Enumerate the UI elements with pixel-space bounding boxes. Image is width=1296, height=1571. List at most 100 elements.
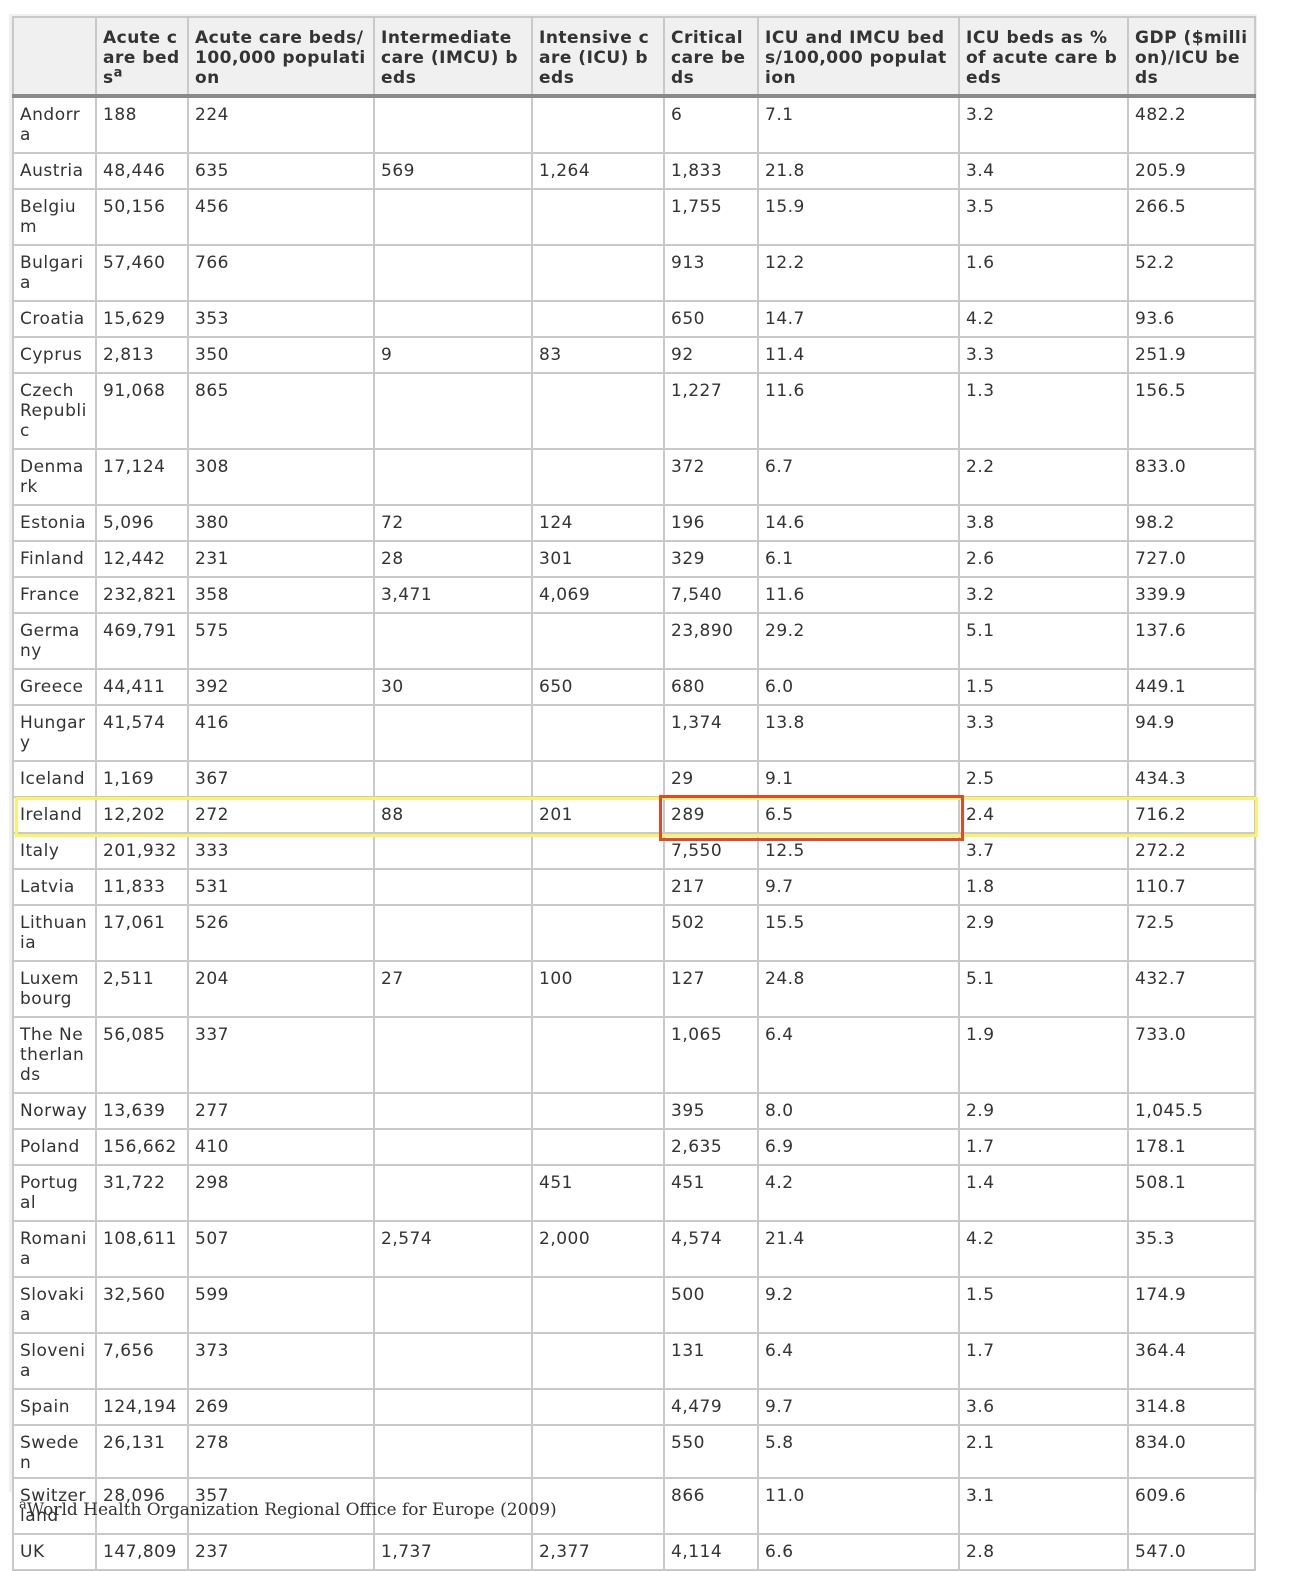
cell-country: Norway xyxy=(12,1092,97,1130)
cell-country: Estonia xyxy=(12,504,97,542)
cell-icu-percent-acute: 3.6 xyxy=(958,1388,1129,1426)
header-gdp-per-icu: GDP ($million)/ICU beds xyxy=(1127,16,1256,98)
table-row: Iceland 1,169 367 29 9.1 2.5 434.3 xyxy=(12,760,1256,798)
header-acute-care-per-100k: Acute care beds/100,000 population xyxy=(187,16,375,98)
cell-icu-imcu-per-100k: 9.7 xyxy=(757,1388,960,1426)
table-row: Czech Republic 91,068 865 1,227 11.6 1.3 156.5 xyxy=(12,372,1256,450)
cell-icu-imcu-per-100k: 6.0 xyxy=(757,668,960,706)
cell-imcu-beds xyxy=(373,1388,533,1426)
header-icu-percent-acute: ICU beds as % of acute care beds xyxy=(958,16,1129,98)
cell-icu-percent-acute: 1.7 xyxy=(958,1332,1129,1390)
cell-icu-percent-acute: 2.4 xyxy=(958,796,1129,834)
cell-icu-percent-acute: 5.1 xyxy=(958,612,1129,670)
cell-icu-beds xyxy=(531,1276,665,1334)
footnote: aWorld Health Organization Regional Offi… xyxy=(19,1498,557,1520)
cell-acute-per-100k: 373 xyxy=(187,1332,375,1390)
table-row: Greece 44,411 392 30 650 680 6.0 1.5 449.1 xyxy=(12,668,1256,706)
cell-acute-per-100k: 766 xyxy=(187,244,375,302)
cell-gdp-per-icu: 272.2 xyxy=(1127,832,1256,870)
cell-country: Poland xyxy=(12,1128,97,1166)
cell-imcu-beds xyxy=(373,704,533,762)
cell-acute-per-100k: 337 xyxy=(187,1016,375,1094)
cell-icu-percent-acute: 1.7 xyxy=(958,1128,1129,1166)
cell-acute-care-beds: 147,809 xyxy=(95,1533,189,1571)
cell-critical-care-beds: 913 xyxy=(663,244,759,302)
cell-country: Italy xyxy=(12,832,97,870)
cell-icu-percent-acute: 3.3 xyxy=(958,336,1129,374)
cell-country: Germany xyxy=(12,612,97,670)
cell-icu-beds: 2,000 xyxy=(531,1220,665,1278)
cell-icu-imcu-per-100k: 6.9 xyxy=(757,1128,960,1166)
cell-acute-per-100k: 333 xyxy=(187,832,375,870)
cell-imcu-beds: 72 xyxy=(373,504,533,542)
cell-gdp-per-icu: 1,045.5 xyxy=(1127,1092,1256,1130)
cell-acute-per-100k: 575 xyxy=(187,612,375,670)
cell-critical-care-beds: 23,890 xyxy=(663,612,759,670)
cell-critical-care-beds: 4,114 xyxy=(663,1533,759,1571)
cell-acute-care-beds: 156,662 xyxy=(95,1128,189,1166)
cell-country: Belgium xyxy=(12,188,97,246)
cell-acute-per-100k: 865 xyxy=(187,372,375,450)
cell-acute-care-beds: 12,442 xyxy=(95,540,189,578)
cell-critical-care-beds: 4,574 xyxy=(663,1220,759,1278)
cell-country: Switzerland xyxy=(12,1477,97,1535)
cell-gdp-per-icu: 174.9 xyxy=(1127,1276,1256,1334)
cell-gdp-per-icu: 35.3 xyxy=(1127,1220,1256,1278)
cell-icu-beds xyxy=(531,300,665,338)
cell-icu-percent-acute: 3.3 xyxy=(958,704,1129,762)
cell-icu-percent-acute: 3.1 xyxy=(958,1477,1129,1535)
cell-gdp-per-icu: 727.0 xyxy=(1127,540,1256,578)
cell-acute-care-beds: 91,068 xyxy=(95,372,189,450)
header-critical-care-beds: Critical care beds xyxy=(663,16,759,98)
cell-icu-imcu-per-100k: 21.8 xyxy=(757,152,960,190)
cell-icu-imcu-per-100k: 5.8 xyxy=(757,1424,960,1479)
cell-icu-imcu-per-100k: 13.8 xyxy=(757,704,960,762)
cell-gdp-per-icu: 93.6 xyxy=(1127,300,1256,338)
cell-icu-imcu-per-100k: 6.6 xyxy=(757,1533,960,1571)
cell-country: Bulgaria xyxy=(12,244,97,302)
cell-icu-percent-acute: 3.4 xyxy=(958,152,1129,190)
cell-icu-imcu-per-100k: 29.2 xyxy=(757,612,960,670)
cell-acute-care-beds: 15,629 xyxy=(95,300,189,338)
cell-critical-care-beds: 1,227 xyxy=(663,372,759,450)
header-acute-care-beds: Acute care bedsa xyxy=(95,16,189,98)
cell-acute-care-beds: 17,124 xyxy=(95,448,189,506)
table-row: Slovakia 32,560 599 500 9.2 1.5 174.9 xyxy=(12,1276,1256,1334)
cell-icu-beds xyxy=(531,1016,665,1094)
cell-imcu-beds: 30 xyxy=(373,668,533,706)
cell-imcu-beds xyxy=(373,1477,533,1535)
cell-acute-per-100k: 635 xyxy=(187,152,375,190)
cell-icu-beds xyxy=(531,1332,665,1390)
cell-country: The Netherlands xyxy=(12,1016,97,1094)
cell-icu-imcu-per-100k: 11.6 xyxy=(757,576,960,614)
table-row: Ireland 12,202 272 88 201 289 6.5 2.4 716.2 xyxy=(12,796,1256,834)
cell-icu-imcu-per-100k: 7.1 xyxy=(757,95,960,154)
cell-acute-per-100k: 353 xyxy=(187,300,375,338)
cell-icu-imcu-per-100k: 4.2 xyxy=(757,1164,960,1222)
cell-icu-beds: 4,069 xyxy=(531,576,665,614)
cell-acute-per-100k: 269 xyxy=(187,1388,375,1426)
cell-icu-percent-acute: 2.1 xyxy=(958,1424,1129,1479)
cell-critical-care-beds: 2,635 xyxy=(663,1128,759,1166)
cell-icu-percent-acute: 2.8 xyxy=(958,1533,1129,1571)
cell-critical-care-beds: 329 xyxy=(663,540,759,578)
cell-imcu-beds xyxy=(373,1164,533,1222)
cell-gdp-per-icu: 434.3 xyxy=(1127,760,1256,798)
cell-gdp-per-icu: 314.8 xyxy=(1127,1388,1256,1426)
cell-acute-per-100k: 350 xyxy=(187,336,375,374)
cell-icu-imcu-per-100k: 6.4 xyxy=(757,1016,960,1094)
cell-icu-percent-acute: 3.7 xyxy=(958,832,1129,870)
cell-critical-care-beds: 1,374 xyxy=(663,704,759,762)
cell-acute-care-beds: 50,156 xyxy=(95,188,189,246)
cell-country: UK xyxy=(12,1533,97,1571)
table-row: Bulgaria 57,460 766 913 12.2 1.6 52.2 xyxy=(12,244,1256,302)
cell-icu-percent-acute: 1.5 xyxy=(958,668,1129,706)
cell-country: Slovakia xyxy=(12,1276,97,1334)
cell-country: Ireland xyxy=(12,796,97,834)
cell-icu-beds: 124 xyxy=(531,504,665,542)
cell-icu-percent-acute: 1.9 xyxy=(958,1016,1129,1094)
cell-icu-beds: 650 xyxy=(531,668,665,706)
cell-imcu-beds xyxy=(373,1276,533,1334)
cell-acute-per-100k: 507 xyxy=(187,1220,375,1278)
cell-gdp-per-icu: 266.5 xyxy=(1127,188,1256,246)
